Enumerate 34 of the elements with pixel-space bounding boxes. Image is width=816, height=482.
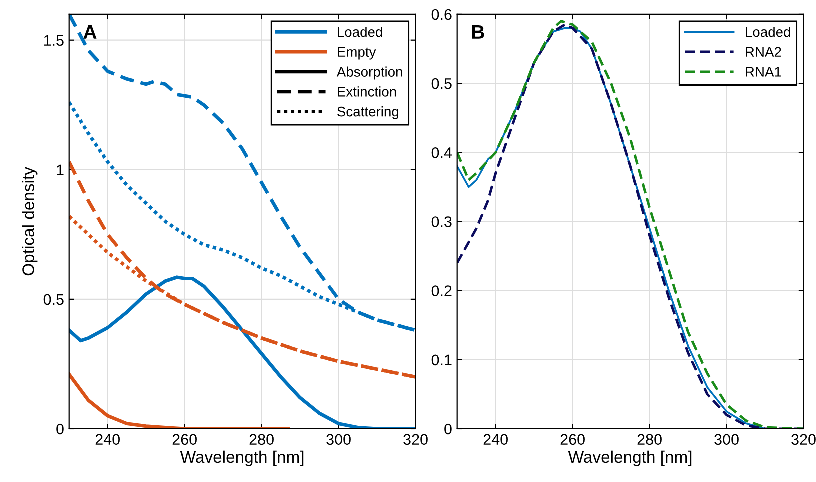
annotation: A bbox=[84, 26, 97, 39]
y-tick-label: 0 bbox=[444, 424, 452, 435]
y-tick-label: 1 bbox=[57, 164, 64, 176]
legend-label: Loaded bbox=[746, 26, 790, 38]
legend-label: Loaded bbox=[338, 26, 382, 38]
y-tick-label: 0 bbox=[56, 424, 64, 435]
y-tick-label: 0.1 bbox=[432, 354, 452, 366]
x-axis-title: Wavelength [nm] bbox=[568, 450, 692, 466]
x-tick-label: 240 bbox=[96, 434, 120, 446]
x-tick-label: 280 bbox=[250, 434, 274, 446]
x-tick-label: 300 bbox=[714, 434, 739, 446]
x-tick-label: 260 bbox=[172, 434, 197, 446]
legend-label: Empty bbox=[338, 47, 376, 60]
legend-label: RNA1 bbox=[746, 67, 782, 77]
legend-label: Absorption bbox=[336, 66, 402, 80]
x-tick-label: 260 bbox=[560, 434, 585, 446]
legend-label: RNA2 bbox=[746, 47, 782, 57]
y-axis-title: Optical density bbox=[22, 167, 38, 276]
y-tick-label: 0.5 bbox=[44, 294, 64, 306]
x-tick-label: 320 bbox=[404, 434, 428, 446]
x-tick-label: 240 bbox=[484, 434, 508, 446]
y-tick-label: 0.3 bbox=[432, 216, 452, 228]
x-tick-label: 280 bbox=[638, 434, 662, 446]
legend-label: Scattering bbox=[338, 106, 399, 120]
y-tick-label: 0.5 bbox=[432, 78, 452, 90]
legend-label: Extinction bbox=[338, 86, 396, 97]
y-tick-label: 0.2 bbox=[432, 286, 452, 296]
annotation: B bbox=[472, 26, 484, 39]
x-tick-label: 320 bbox=[792, 434, 816, 446]
x-tick-label: 300 bbox=[326, 434, 351, 446]
y-tick-label: 1.5 bbox=[44, 35, 64, 46]
x-axis-title: Wavelength [nm] bbox=[180, 450, 304, 466]
y-tick-label: 0.6 bbox=[432, 9, 452, 20]
y-tick-label: 0.4 bbox=[432, 148, 452, 158]
